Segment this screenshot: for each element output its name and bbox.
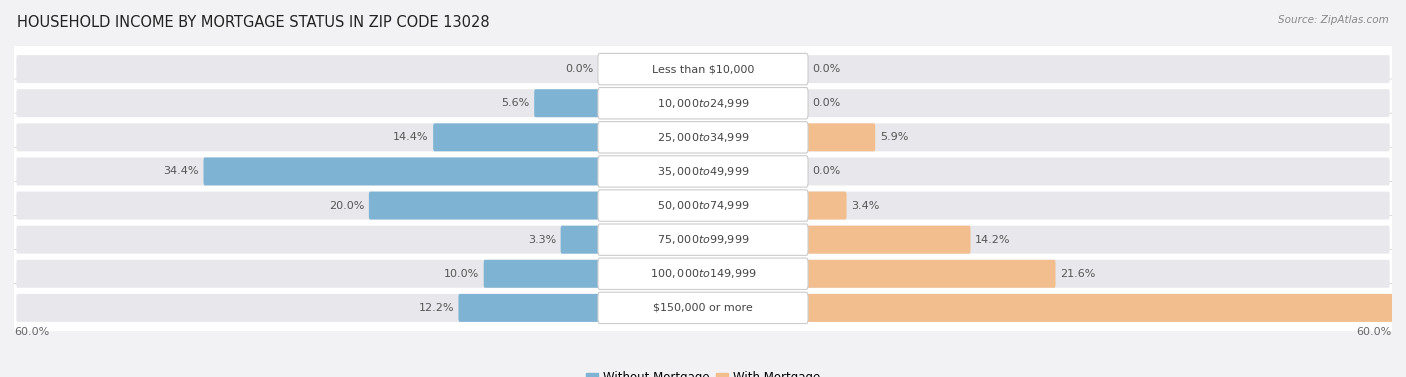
FancyBboxPatch shape bbox=[598, 54, 808, 85]
FancyBboxPatch shape bbox=[598, 122, 808, 153]
Text: $50,000 to $74,999: $50,000 to $74,999 bbox=[657, 199, 749, 212]
Text: 0.0%: 0.0% bbox=[813, 166, 841, 176]
Text: HOUSEHOLD INCOME BY MORTGAGE STATUS IN ZIP CODE 13028: HOUSEHOLD INCOME BY MORTGAGE STATUS IN Z… bbox=[17, 15, 489, 30]
FancyBboxPatch shape bbox=[598, 258, 808, 290]
FancyBboxPatch shape bbox=[806, 226, 970, 254]
FancyBboxPatch shape bbox=[11, 215, 1395, 264]
FancyBboxPatch shape bbox=[598, 87, 808, 119]
Text: Less than $10,000: Less than $10,000 bbox=[652, 64, 754, 74]
Text: 12.2%: 12.2% bbox=[419, 303, 454, 313]
Text: 10.0%: 10.0% bbox=[444, 269, 479, 279]
Text: 0.0%: 0.0% bbox=[813, 64, 841, 74]
Text: 21.6%: 21.6% bbox=[1060, 269, 1095, 279]
Text: 0.0%: 0.0% bbox=[813, 98, 841, 108]
Text: 60.0%: 60.0% bbox=[14, 327, 49, 337]
FancyBboxPatch shape bbox=[11, 284, 1395, 332]
FancyBboxPatch shape bbox=[368, 192, 600, 219]
FancyBboxPatch shape bbox=[534, 89, 600, 117]
FancyBboxPatch shape bbox=[17, 89, 1389, 117]
Text: Source: ZipAtlas.com: Source: ZipAtlas.com bbox=[1278, 15, 1389, 25]
FancyBboxPatch shape bbox=[11, 181, 1395, 230]
FancyBboxPatch shape bbox=[17, 55, 1389, 83]
FancyBboxPatch shape bbox=[204, 158, 600, 185]
FancyBboxPatch shape bbox=[17, 123, 1389, 151]
Text: 14.2%: 14.2% bbox=[976, 234, 1011, 245]
Text: $100,000 to $149,999: $100,000 to $149,999 bbox=[650, 267, 756, 280]
FancyBboxPatch shape bbox=[11, 79, 1395, 127]
FancyBboxPatch shape bbox=[598, 224, 808, 255]
Text: $75,000 to $99,999: $75,000 to $99,999 bbox=[657, 233, 749, 246]
FancyBboxPatch shape bbox=[598, 190, 808, 221]
FancyBboxPatch shape bbox=[17, 294, 1389, 322]
FancyBboxPatch shape bbox=[806, 260, 1056, 288]
FancyBboxPatch shape bbox=[11, 45, 1395, 93]
Text: 20.0%: 20.0% bbox=[329, 201, 364, 211]
FancyBboxPatch shape bbox=[598, 156, 808, 187]
Text: 3.3%: 3.3% bbox=[527, 234, 555, 245]
FancyBboxPatch shape bbox=[806, 294, 1406, 322]
Text: 34.4%: 34.4% bbox=[163, 166, 198, 176]
Text: 5.6%: 5.6% bbox=[502, 98, 530, 108]
FancyBboxPatch shape bbox=[433, 123, 600, 151]
FancyBboxPatch shape bbox=[17, 158, 1389, 185]
FancyBboxPatch shape bbox=[17, 226, 1389, 254]
Text: 14.4%: 14.4% bbox=[394, 132, 429, 143]
FancyBboxPatch shape bbox=[806, 123, 875, 151]
FancyBboxPatch shape bbox=[11, 250, 1395, 298]
Text: 3.4%: 3.4% bbox=[851, 201, 880, 211]
FancyBboxPatch shape bbox=[17, 260, 1389, 288]
FancyBboxPatch shape bbox=[484, 260, 600, 288]
Legend: Without Mortgage, With Mortgage: Without Mortgage, With Mortgage bbox=[581, 366, 825, 377]
FancyBboxPatch shape bbox=[458, 294, 600, 322]
Text: $150,000 or more: $150,000 or more bbox=[654, 303, 752, 313]
Text: 0.0%: 0.0% bbox=[565, 64, 593, 74]
FancyBboxPatch shape bbox=[561, 226, 600, 254]
Text: $25,000 to $34,999: $25,000 to $34,999 bbox=[657, 131, 749, 144]
FancyBboxPatch shape bbox=[806, 192, 846, 219]
Text: $10,000 to $24,999: $10,000 to $24,999 bbox=[657, 97, 749, 110]
FancyBboxPatch shape bbox=[11, 113, 1395, 162]
Text: 60.0%: 60.0% bbox=[1357, 327, 1392, 337]
Text: $35,000 to $49,999: $35,000 to $49,999 bbox=[657, 165, 749, 178]
Text: 5.9%: 5.9% bbox=[880, 132, 908, 143]
FancyBboxPatch shape bbox=[598, 292, 808, 323]
FancyBboxPatch shape bbox=[11, 147, 1395, 196]
FancyBboxPatch shape bbox=[17, 192, 1389, 219]
